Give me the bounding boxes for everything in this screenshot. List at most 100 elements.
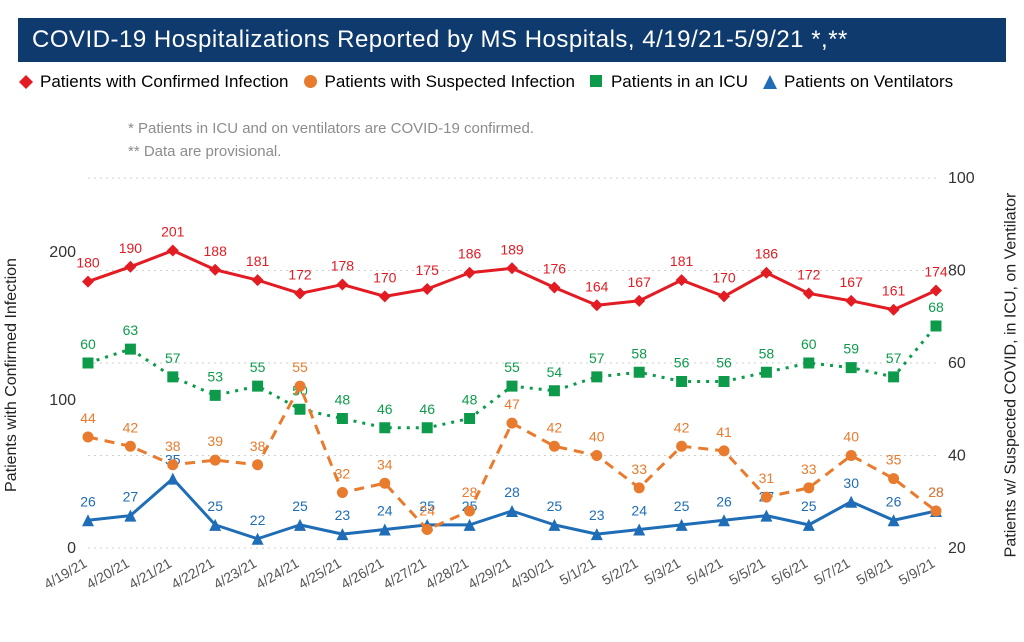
legend-item-vent: Patients on Ventilators bbox=[762, 72, 953, 92]
legend: Patients with Confirmed Infection Patien… bbox=[18, 72, 1006, 92]
svg-text:28: 28 bbox=[462, 484, 478, 500]
svg-text:55: 55 bbox=[504, 359, 520, 375]
triangle-icon bbox=[762, 74, 778, 90]
svg-text:33: 33 bbox=[801, 461, 817, 477]
svg-text:42: 42 bbox=[674, 419, 690, 435]
footnote-2: ** Data are provisional. bbox=[128, 141, 534, 164]
svg-text:4/28/21: 4/28/21 bbox=[423, 555, 472, 592]
svg-text:46: 46 bbox=[419, 401, 435, 417]
svg-text:32: 32 bbox=[335, 466, 351, 482]
svg-text:186: 186 bbox=[458, 246, 482, 262]
y-axis-right-label: Patients w/ Suspected COVID, in ICU, on … bbox=[1003, 193, 1021, 558]
svg-text:48: 48 bbox=[335, 392, 351, 408]
svg-text:42: 42 bbox=[123, 419, 139, 435]
svg-text:4/23/21: 4/23/21 bbox=[211, 555, 260, 592]
svg-text:4/25/21: 4/25/21 bbox=[295, 555, 344, 592]
svg-text:201: 201 bbox=[161, 224, 185, 240]
svg-text:22: 22 bbox=[250, 512, 266, 528]
footnote-1: * Patients in ICU and on ventilators are… bbox=[128, 118, 534, 141]
svg-text:0: 0 bbox=[67, 540, 76, 557]
svg-text:25: 25 bbox=[207, 498, 223, 514]
svg-text:23: 23 bbox=[335, 507, 351, 523]
svg-text:172: 172 bbox=[797, 266, 821, 282]
svg-text:23: 23 bbox=[589, 507, 605, 523]
square-icon bbox=[589, 74, 605, 90]
svg-text:44: 44 bbox=[80, 410, 96, 426]
svg-text:57: 57 bbox=[165, 350, 181, 366]
svg-text:55: 55 bbox=[250, 359, 266, 375]
circle-icon bbox=[303, 74, 319, 90]
svg-text:40: 40 bbox=[589, 429, 605, 445]
svg-text:4/24/21: 4/24/21 bbox=[253, 555, 302, 592]
svg-text:181: 181 bbox=[246, 253, 270, 269]
svg-text:4/29/21: 4/29/21 bbox=[465, 555, 514, 592]
svg-text:188: 188 bbox=[204, 243, 228, 259]
svg-text:4/20/21: 4/20/21 bbox=[83, 555, 132, 592]
svg-text:57: 57 bbox=[886, 350, 902, 366]
svg-text:4/22/21: 4/22/21 bbox=[168, 555, 217, 592]
svg-text:178: 178 bbox=[331, 258, 355, 274]
chart-svg: 0100200204060801004/19/214/20/214/21/214… bbox=[18, 118, 1006, 632]
svg-text:20: 20 bbox=[948, 540, 966, 557]
svg-text:174: 174 bbox=[924, 263, 948, 279]
svg-text:4/19/21: 4/19/21 bbox=[41, 555, 90, 592]
svg-text:26: 26 bbox=[886, 493, 902, 509]
svg-text:26: 26 bbox=[80, 493, 96, 509]
svg-text:33: 33 bbox=[631, 461, 647, 477]
svg-text:161: 161 bbox=[882, 283, 906, 299]
svg-text:25: 25 bbox=[674, 498, 690, 514]
svg-text:34: 34 bbox=[377, 456, 393, 472]
svg-text:24: 24 bbox=[631, 503, 647, 519]
svg-text:181: 181 bbox=[670, 253, 694, 269]
svg-text:170: 170 bbox=[373, 269, 397, 285]
svg-text:170: 170 bbox=[712, 269, 736, 285]
legend-label: Patients with Suspected Infection bbox=[325, 72, 575, 92]
svg-text:5/6/21: 5/6/21 bbox=[769, 555, 811, 588]
svg-text:186: 186 bbox=[755, 246, 779, 262]
svg-text:46: 46 bbox=[377, 401, 393, 417]
svg-text:5/3/21: 5/3/21 bbox=[641, 555, 683, 588]
svg-text:28: 28 bbox=[928, 484, 944, 500]
legend-item-confirmed: Patients with Confirmed Infection bbox=[18, 72, 289, 92]
svg-text:180: 180 bbox=[76, 255, 100, 271]
svg-text:164: 164 bbox=[585, 278, 609, 294]
svg-text:5/4/21: 5/4/21 bbox=[684, 555, 726, 588]
svg-text:25: 25 bbox=[292, 498, 308, 514]
svg-text:100: 100 bbox=[948, 170, 975, 187]
svg-text:63: 63 bbox=[123, 322, 139, 338]
svg-text:5/5/21: 5/5/21 bbox=[726, 555, 768, 588]
svg-text:41: 41 bbox=[716, 424, 732, 440]
chart-footnotes: * Patients in ICU and on ventilators are… bbox=[128, 118, 534, 163]
svg-text:4/27/21: 4/27/21 bbox=[380, 555, 429, 592]
svg-text:25: 25 bbox=[547, 498, 563, 514]
svg-text:42: 42 bbox=[547, 419, 563, 435]
svg-text:56: 56 bbox=[716, 355, 732, 371]
svg-text:27: 27 bbox=[123, 489, 139, 505]
legend-item-suspected: Patients with Suspected Infection bbox=[303, 72, 575, 92]
svg-text:56: 56 bbox=[674, 355, 690, 371]
svg-text:175: 175 bbox=[416, 262, 440, 278]
svg-text:54: 54 bbox=[547, 364, 563, 380]
svg-text:60: 60 bbox=[80, 336, 96, 352]
svg-text:55: 55 bbox=[292, 359, 308, 375]
svg-text:5/1/21: 5/1/21 bbox=[557, 555, 599, 588]
svg-text:38: 38 bbox=[250, 438, 266, 454]
svg-text:53: 53 bbox=[207, 368, 223, 384]
svg-text:5/2/21: 5/2/21 bbox=[599, 555, 641, 588]
svg-text:80: 80 bbox=[948, 263, 966, 280]
svg-text:58: 58 bbox=[631, 345, 647, 361]
svg-text:68: 68 bbox=[928, 299, 944, 315]
svg-text:4/21/21: 4/21/21 bbox=[126, 555, 175, 592]
svg-text:4/26/21: 4/26/21 bbox=[338, 555, 387, 592]
y-axis-left-label: Patients with Confirmed Infection bbox=[3, 258, 21, 492]
svg-text:4/30/21: 4/30/21 bbox=[507, 555, 556, 592]
svg-text:40: 40 bbox=[948, 448, 966, 465]
svg-text:26: 26 bbox=[716, 493, 732, 509]
svg-text:60: 60 bbox=[948, 355, 966, 372]
svg-text:60: 60 bbox=[801, 336, 817, 352]
chart-area: Patients with Confirmed Infection Patien… bbox=[18, 118, 1006, 632]
svg-text:190: 190 bbox=[119, 240, 143, 256]
legend-label: Patients with Confirmed Infection bbox=[40, 72, 289, 92]
diamond-icon bbox=[18, 74, 34, 90]
chart-title: COVID-19 Hospitalizations Reported by MS… bbox=[18, 18, 1006, 62]
